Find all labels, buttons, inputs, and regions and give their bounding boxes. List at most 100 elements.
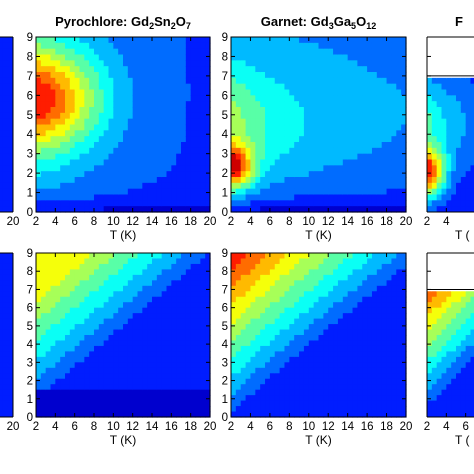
heatmap-cell — [401, 206, 407, 213]
heatmap-cell — [147, 206, 153, 213]
heatmap-cell — [396, 200, 402, 207]
heatmap-cell — [156, 182, 163, 190]
heatmap-cell — [65, 147, 71, 155]
heatmap-cell — [303, 147, 310, 155]
heatmap-cell — [323, 54, 329, 61]
heatmap-cell — [205, 171, 211, 178]
heatmap-cell — [2, 142, 9, 149]
heatmap-cell — [289, 200, 295, 207]
heatmap-cell — [235, 101, 242, 108]
heatmap-cell — [240, 142, 247, 149]
heatmap-cell — [401, 142, 407, 149]
heatmap-cell — [36, 42, 42, 50]
heatmap-cell — [2, 66, 9, 73]
heatmap-cell — [386, 188, 393, 196]
heatmap-cell — [36, 188, 42, 196]
heatmap-cell — [303, 107, 310, 114]
heatmap-cell — [127, 77, 134, 85]
heatmap-cell — [176, 83, 182, 91]
heatmap-cell — [190, 37, 197, 44]
heatmap-cell — [328, 147, 334, 155]
heatmap-cell — [470, 159, 474, 166]
heatmap-cell — [401, 107, 407, 114]
heatmap-cell — [166, 83, 172, 91]
heatmap-cell — [357, 194, 363, 201]
heatmap-cell — [289, 95, 295, 102]
heatmap-cell — [176, 147, 182, 155]
heatmap-cell — [103, 188, 110, 196]
heatmap-cell — [328, 89, 334, 96]
heatmap-cell — [470, 83, 474, 91]
heatmap-cell — [255, 206, 261, 213]
heatmap-cell — [342, 130, 349, 137]
heatmap-cell — [137, 107, 143, 114]
heatmap-cell — [132, 118, 139, 126]
heatmap-cell — [94, 112, 100, 120]
heatmap-cell — [123, 89, 129, 96]
heatmap-cell — [436, 54, 443, 61]
heatmap-cell — [391, 48, 397, 56]
heatmap-cell — [352, 101, 358, 108]
heatmap-cell — [127, 182, 134, 190]
heatmap-cell — [231, 77, 237, 85]
heatmap-cell — [313, 177, 320, 184]
heatmap-cell — [313, 72, 320, 79]
heatmap-cell — [299, 118, 305, 126]
heatmap-cell — [7, 177, 13, 184]
heatmap-cell — [65, 130, 71, 137]
heatmap-cell — [431, 136, 438, 143]
heatmap-cell — [235, 130, 242, 137]
heatmap-cell — [391, 206, 397, 213]
heatmap-cell — [396, 72, 402, 79]
heatmap-cell — [451, 42, 457, 50]
heatmap-cell — [84, 159, 90, 166]
heatmap-cell — [294, 107, 300, 114]
heatmap-cell — [357, 101, 363, 108]
heatmap-cell — [289, 194, 295, 201]
heatmap-cell — [250, 200, 256, 207]
heatmap-cell — [89, 83, 95, 91]
heatmap-cell — [156, 136, 163, 143]
heatmap-cell — [103, 142, 110, 149]
heatmap-cell — [98, 206, 105, 213]
heatmap-cell — [427, 77, 433, 85]
heatmap-cell — [441, 136, 447, 143]
heatmap-cell — [79, 95, 85, 102]
heatmap-cell — [342, 171, 349, 178]
heatmap-cell — [65, 66, 71, 73]
heatmap-cell — [386, 72, 393, 79]
heatmap-cell — [396, 37, 402, 44]
heatmap-cell — [74, 147, 81, 155]
heatmap-cell — [376, 142, 383, 149]
heatmap-cell — [427, 112, 433, 120]
heatmap-cell — [132, 66, 139, 73]
heatmap-cell — [337, 124, 344, 131]
heatmap-cell — [240, 37, 247, 44]
heatmap-cell — [274, 83, 281, 91]
heatmap-cell — [401, 42, 407, 50]
heatmap-cell — [108, 66, 114, 73]
heatmap-cell — [40, 112, 47, 120]
heatmap-cell — [2, 177, 9, 184]
heatmap-cell — [74, 48, 81, 56]
heatmap-cell — [166, 177, 172, 184]
heatmap-cell — [185, 159, 192, 166]
heatmap-cell — [84, 72, 90, 79]
heatmap-cell — [98, 136, 105, 143]
heatmap-cell — [190, 124, 197, 131]
heatmap-cell — [337, 200, 344, 207]
heatmap-cell — [371, 130, 378, 137]
heatmap-cell — [386, 83, 393, 91]
heatmap-cell — [357, 42, 363, 50]
heatmap-cell — [362, 177, 368, 184]
heatmap-cell — [371, 142, 378, 149]
heatmap-cell — [181, 83, 187, 91]
heatmap-cell — [456, 177, 462, 184]
heatmap-cell — [342, 107, 349, 114]
heatmap-cell — [367, 200, 373, 207]
heatmap-cell — [352, 95, 358, 102]
heatmap-cell — [289, 206, 295, 213]
heatmap-cell — [69, 142, 76, 149]
heatmap-cell — [441, 165, 447, 172]
heatmap-cell — [303, 188, 310, 196]
